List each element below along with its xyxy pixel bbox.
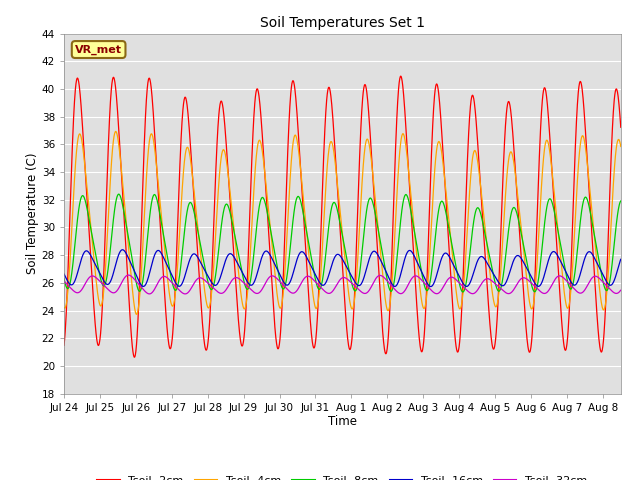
Legend: Tsoil -2cm, Tsoil -4cm, Tsoil -8cm, Tsoil -16cm, Tsoil -32cm: Tsoil -2cm, Tsoil -4cm, Tsoil -8cm, Tsoi… — [93, 471, 592, 480]
Title: Soil Temperatures Set 1: Soil Temperatures Set 1 — [260, 16, 425, 30]
Text: VR_met: VR_met — [75, 44, 122, 55]
X-axis label: Time: Time — [328, 415, 357, 429]
Y-axis label: Soil Temperature (C): Soil Temperature (C) — [26, 153, 39, 275]
